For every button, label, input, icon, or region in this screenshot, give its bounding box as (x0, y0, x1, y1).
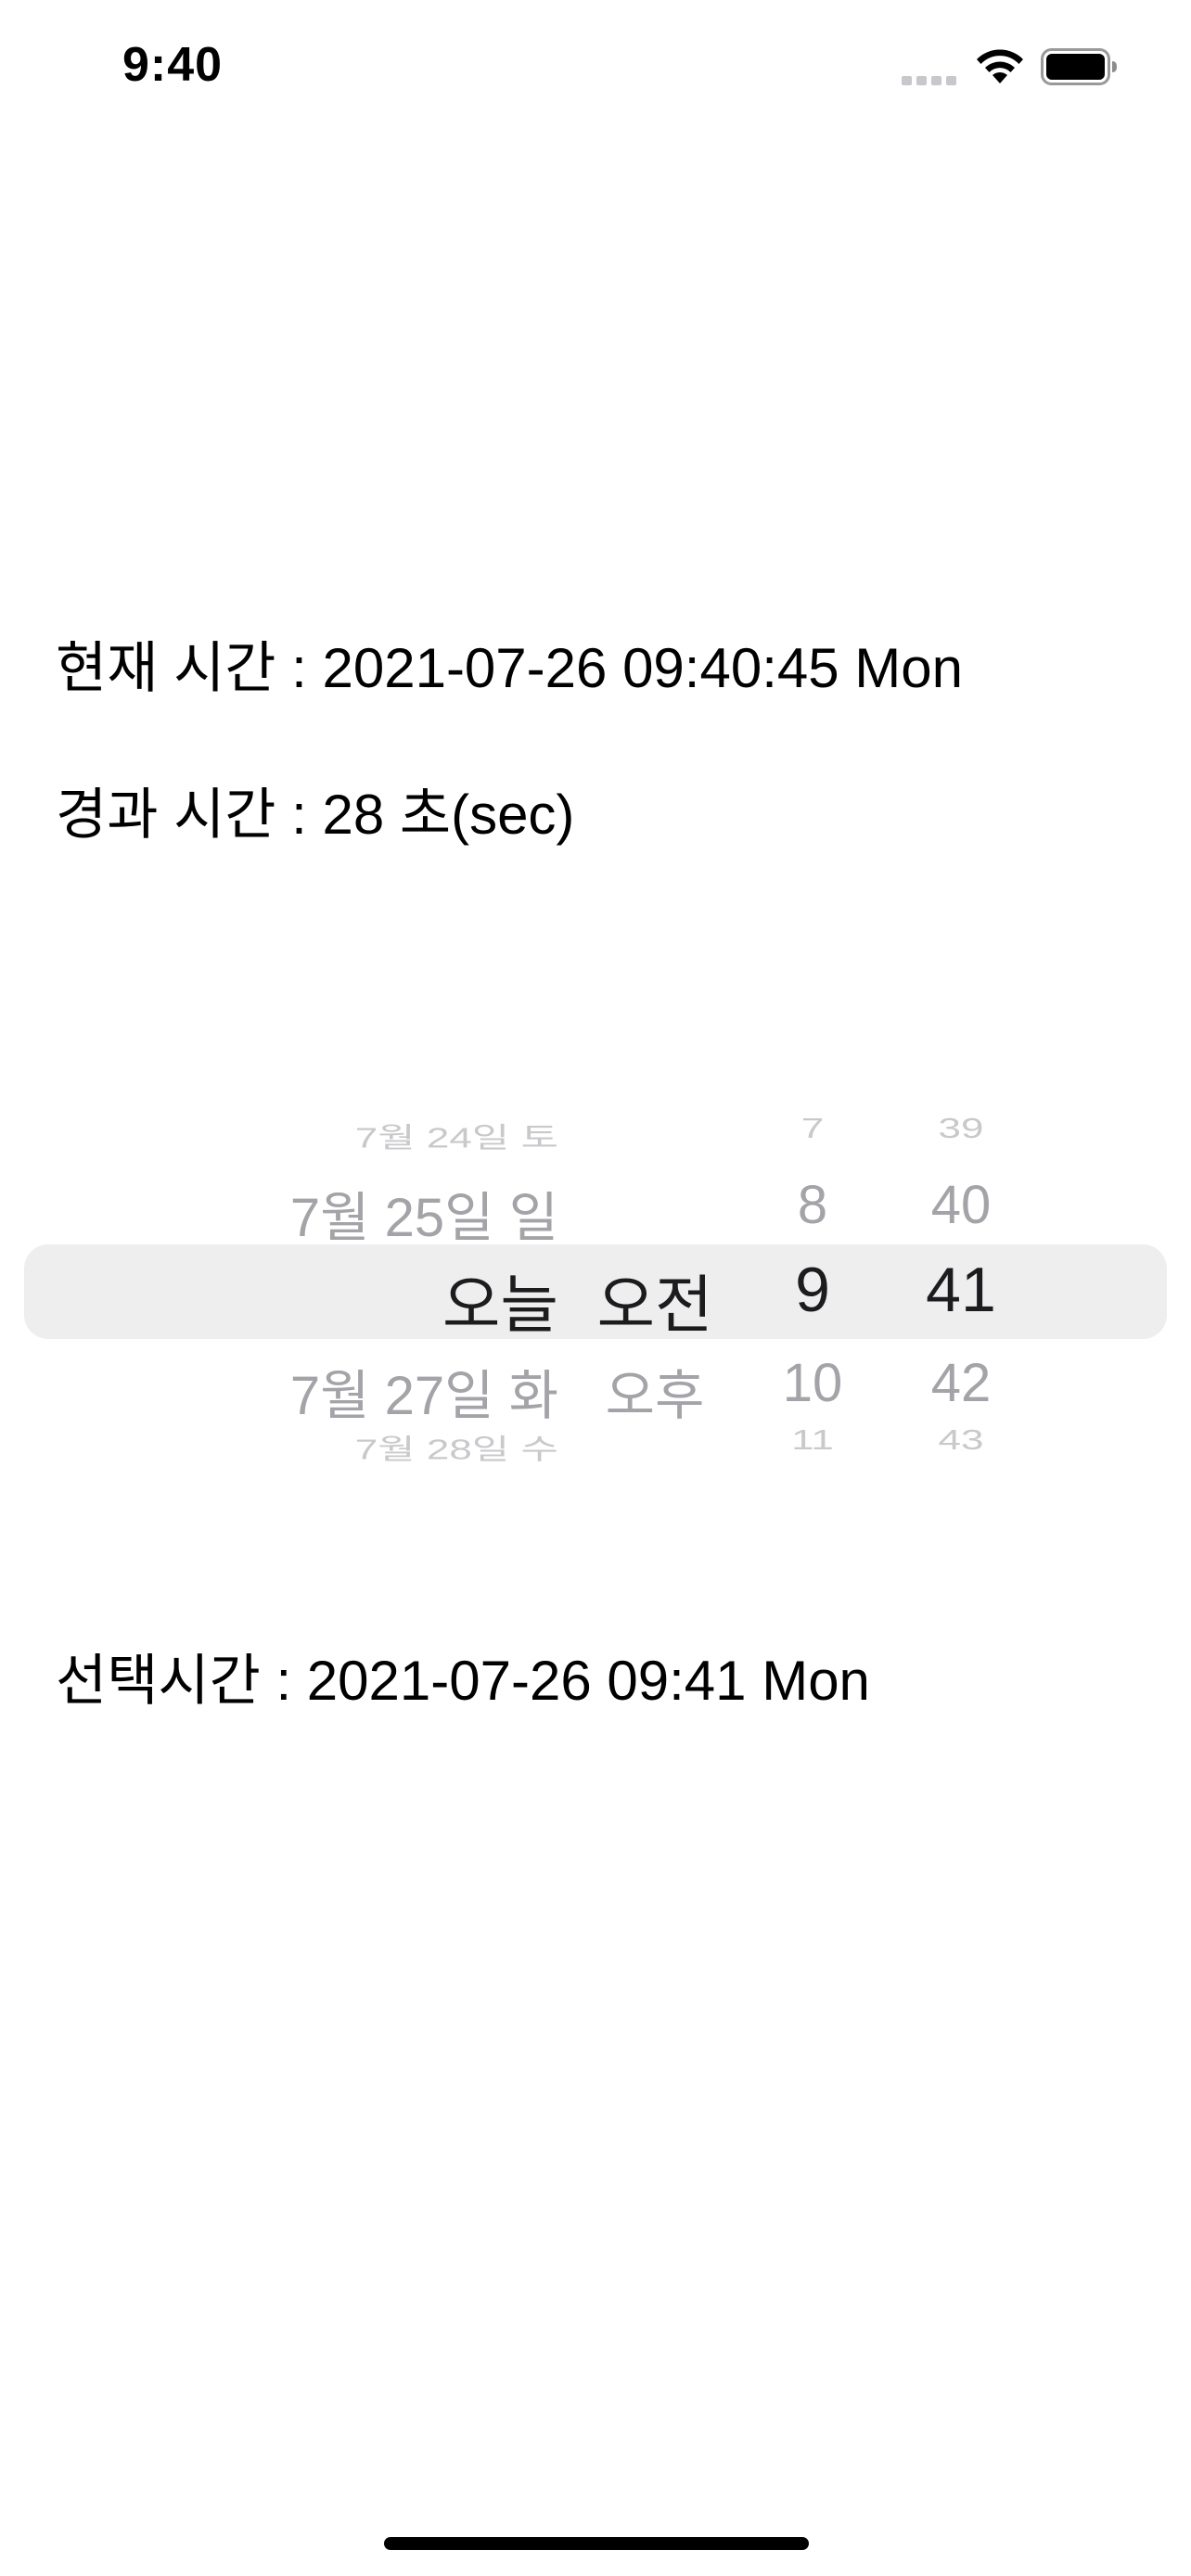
picker-minute-option[interactable]: 43 (938, 1423, 984, 1456)
cellular-signal-icon (902, 74, 957, 85)
picker-date-selected[interactable]: 오늘 (442, 1270, 558, 1341)
picker-date-option[interactable]: 7월 28일 수 (354, 1434, 558, 1466)
picker-ampm-option[interactable]: 오후 (605, 1366, 705, 1426)
current-time-label: 현재 시간 : 2021-07-26 09:40:45 Mon (56, 637, 964, 699)
picker-date-option[interactable]: 7월 24일 토 (354, 1122, 558, 1154)
picker-minute-option[interactable]: 40 (930, 1175, 992, 1235)
picker-hour-option[interactable]: 11 (791, 1423, 834, 1456)
elapsed-time-label: 경과 시간 : 28 초(sec) (56, 784, 575, 846)
picker-hour-option[interactable]: 8 (797, 1175, 828, 1235)
picker-minute-option[interactable]: 42 (930, 1353, 992, 1413)
picker-ampm-selected[interactable]: 오전 (596, 1270, 713, 1341)
status-time: 9:40 (122, 38, 224, 92)
picker-minute-selected[interactable]: 41 (926, 1255, 996, 1325)
picker-hour-selected[interactable]: 9 (795, 1255, 830, 1325)
wifi-icon (977, 49, 1023, 83)
picker-date-option[interactable]: 7월 25일 일 (289, 1188, 558, 1248)
picker-date-option[interactable]: 7월 27일 화 (289, 1366, 558, 1426)
home-indicator[interactable] (384, 2537, 809, 2550)
picker-hour-option[interactable]: 10 (782, 1353, 843, 1413)
picker-minute-option[interactable]: 39 (938, 1112, 984, 1144)
date-time-picker[interactable]: 7월 24일 토 7 39 7월 25일 일 8 40 오늘 오전 9 41 7… (24, 1094, 1167, 1484)
selected-time-label: 선택시간 : 2021-07-26 09:41 Mon (56, 1650, 870, 1712)
picker-hour-option[interactable]: 7 (800, 1112, 825, 1144)
battery-icon (1041, 48, 1117, 85)
status-bar: 9:40 (0, 0, 1191, 139)
picker-selection-highlight (24, 1244, 1167, 1339)
